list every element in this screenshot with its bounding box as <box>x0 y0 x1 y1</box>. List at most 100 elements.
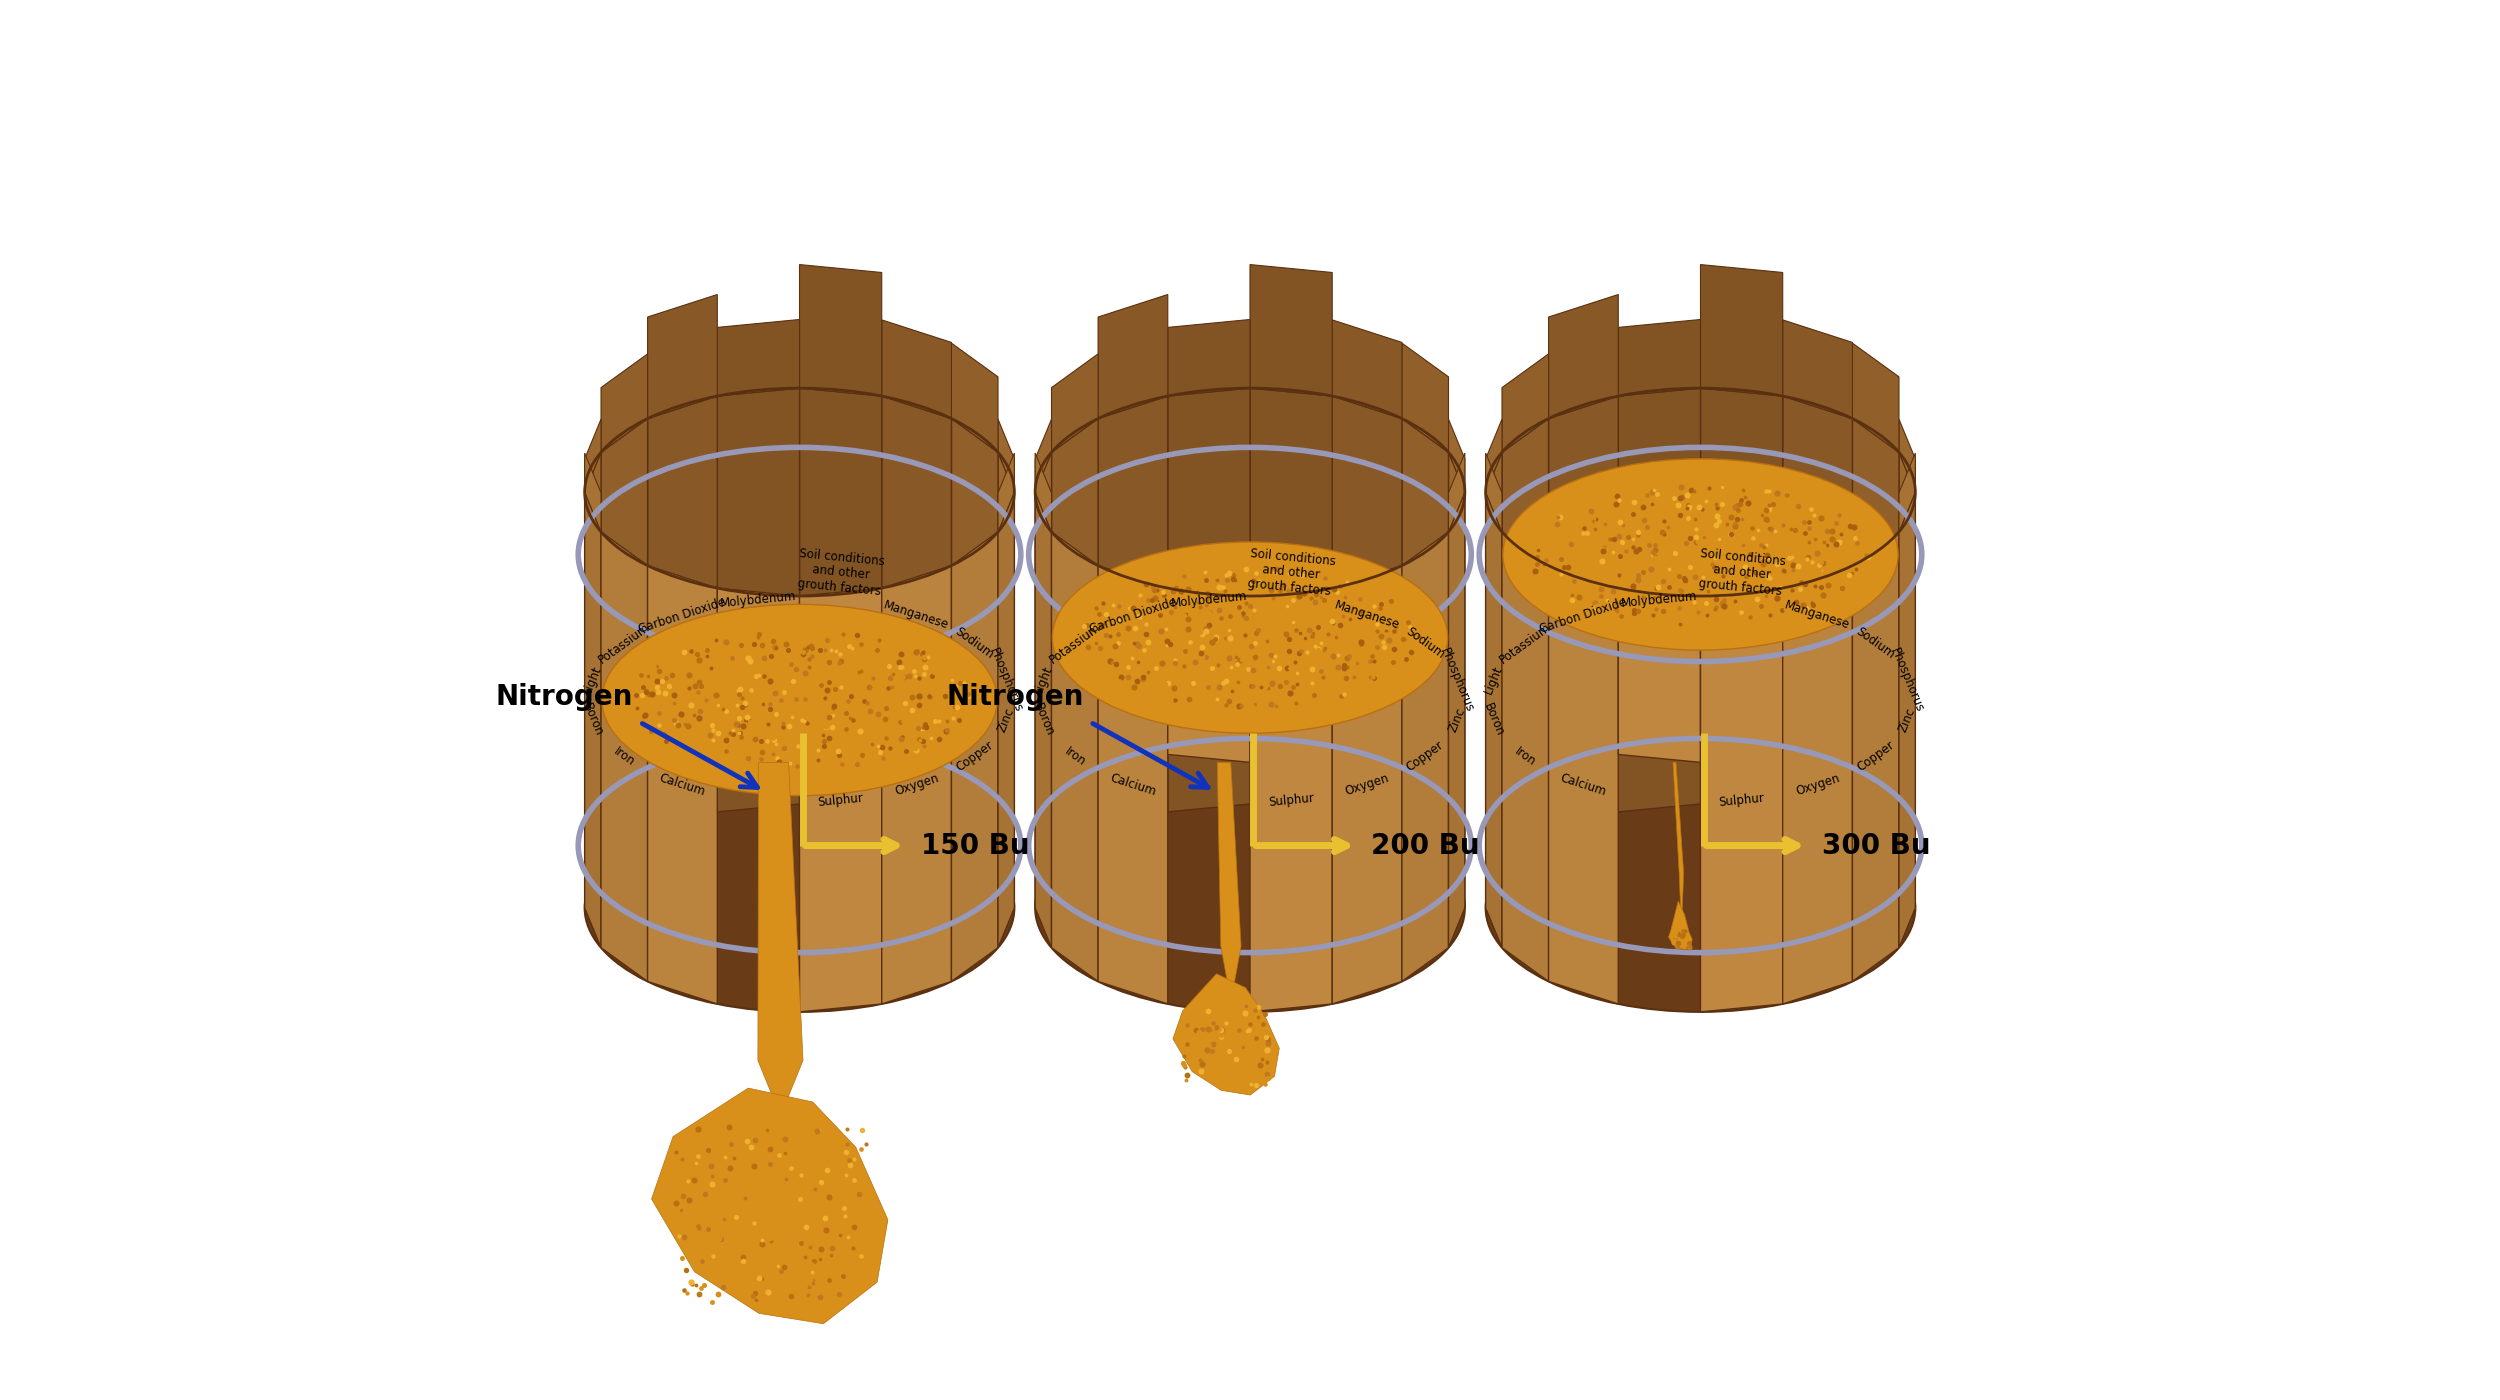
Text: Zinc: Zinc <box>995 706 1017 734</box>
Text: Calcium: Calcium <box>1560 771 1608 798</box>
Polygon shape <box>1035 452 1052 909</box>
Text: 300 Bu: 300 Bu <box>1822 832 1930 860</box>
Polygon shape <box>585 491 600 948</box>
Text: Iron: Iron <box>612 745 638 769</box>
Polygon shape <box>1332 396 1402 834</box>
Polygon shape <box>600 532 648 981</box>
Polygon shape <box>800 388 882 812</box>
Polygon shape <box>1052 419 1098 868</box>
Text: Carbon Dioxide: Carbon Dioxide <box>1538 595 1628 636</box>
Polygon shape <box>585 452 600 909</box>
Text: Manganese: Manganese <box>1782 599 1852 631</box>
Text: Light: Light <box>1482 664 1505 696</box>
Polygon shape <box>1618 388 1700 812</box>
Polygon shape <box>1448 419 1465 491</box>
Text: Oxygen: Oxygen <box>1795 771 1840 798</box>
Polygon shape <box>585 454 600 532</box>
Polygon shape <box>1548 294 1618 419</box>
Polygon shape <box>718 588 800 763</box>
Polygon shape <box>648 566 717 1004</box>
Polygon shape <box>1052 532 1098 981</box>
Polygon shape <box>1700 388 1782 812</box>
Polygon shape <box>1782 319 1852 419</box>
Text: Sodium: Sodium <box>952 624 998 662</box>
Polygon shape <box>585 419 600 491</box>
Text: Iron: Iron <box>1062 745 1088 769</box>
Polygon shape <box>998 419 1015 491</box>
Text: Potassium: Potassium <box>1498 620 1552 666</box>
Text: Phosphorus: Phosphorus <box>988 645 1025 714</box>
Polygon shape <box>1218 763 1240 1001</box>
Polygon shape <box>998 454 1015 532</box>
Text: Sodium: Sodium <box>1403 624 1448 662</box>
Ellipse shape <box>585 804 1015 1012</box>
Ellipse shape <box>1035 804 1465 1012</box>
Text: Boron: Boron <box>580 701 605 738</box>
Polygon shape <box>800 265 882 396</box>
Text: Phosphorus: Phosphorus <box>1438 645 1475 714</box>
Text: Manganese: Manganese <box>1332 599 1402 631</box>
Polygon shape <box>1502 354 1548 452</box>
Text: Iron: Iron <box>1512 745 1538 769</box>
Polygon shape <box>952 343 998 452</box>
Polygon shape <box>1035 419 1052 491</box>
Text: 150 Bu: 150 Bu <box>920 832 1030 860</box>
Polygon shape <box>1485 491 1502 948</box>
Polygon shape <box>1168 319 1250 396</box>
Polygon shape <box>1403 343 1448 452</box>
Polygon shape <box>1448 452 1465 909</box>
Polygon shape <box>882 566 952 1004</box>
Text: Oxygen: Oxygen <box>1342 771 1390 798</box>
Polygon shape <box>1485 452 1502 909</box>
Text: Molybdenum: Molybdenum <box>720 589 798 610</box>
Polygon shape <box>1035 454 1052 532</box>
Polygon shape <box>1250 265 1332 396</box>
Text: Boron: Boron <box>1480 701 1508 738</box>
Polygon shape <box>1250 588 1332 1012</box>
Polygon shape <box>1172 974 1280 1095</box>
Text: Copper: Copper <box>1405 739 1448 774</box>
Text: Light: Light <box>1032 664 1055 696</box>
Polygon shape <box>1502 419 1548 868</box>
Ellipse shape <box>1485 804 1915 1012</box>
Text: Nitrogen: Nitrogen <box>945 683 1082 711</box>
Polygon shape <box>1672 763 1682 928</box>
Polygon shape <box>1700 265 1782 396</box>
Text: Nitrogen: Nitrogen <box>495 683 632 711</box>
Polygon shape <box>1782 566 1852 1004</box>
Polygon shape <box>882 396 952 834</box>
Text: Soil conditions
and other
grouth factors: Soil conditions and other grouth factors <box>1248 547 1335 598</box>
Text: Phosphorus: Phosphorus <box>1888 645 1925 714</box>
Polygon shape <box>882 319 952 419</box>
Text: Oxygen: Oxygen <box>892 771 940 798</box>
Polygon shape <box>1332 566 1402 1004</box>
Text: Sulphur: Sulphur <box>1718 791 1765 809</box>
Polygon shape <box>998 491 1015 948</box>
Polygon shape <box>1035 491 1052 948</box>
Polygon shape <box>1668 902 1692 949</box>
Text: Sodium: Sodium <box>1855 624 1898 662</box>
Polygon shape <box>1900 454 1915 532</box>
Text: Calcium: Calcium <box>658 771 707 798</box>
Polygon shape <box>1502 532 1548 981</box>
Polygon shape <box>1168 388 1250 812</box>
Polygon shape <box>952 419 998 868</box>
Polygon shape <box>1098 566 1168 1004</box>
Text: Light: Light <box>580 664 605 696</box>
Polygon shape <box>1448 454 1465 532</box>
Polygon shape <box>1852 532 1900 981</box>
Text: Copper: Copper <box>952 739 995 774</box>
Polygon shape <box>800 588 882 1012</box>
Text: Boron: Boron <box>1030 701 1055 738</box>
Polygon shape <box>600 354 648 452</box>
Polygon shape <box>718 388 800 812</box>
Text: Carbon Dioxide: Carbon Dioxide <box>1088 595 1178 636</box>
Polygon shape <box>1782 396 1852 834</box>
Polygon shape <box>1618 319 1700 396</box>
Polygon shape <box>1485 454 1502 532</box>
Polygon shape <box>1700 588 1782 1012</box>
Polygon shape <box>652 1088 888 1324</box>
Polygon shape <box>998 452 1015 909</box>
Ellipse shape <box>1052 542 1448 734</box>
Text: Zinc: Zinc <box>1898 706 1918 734</box>
